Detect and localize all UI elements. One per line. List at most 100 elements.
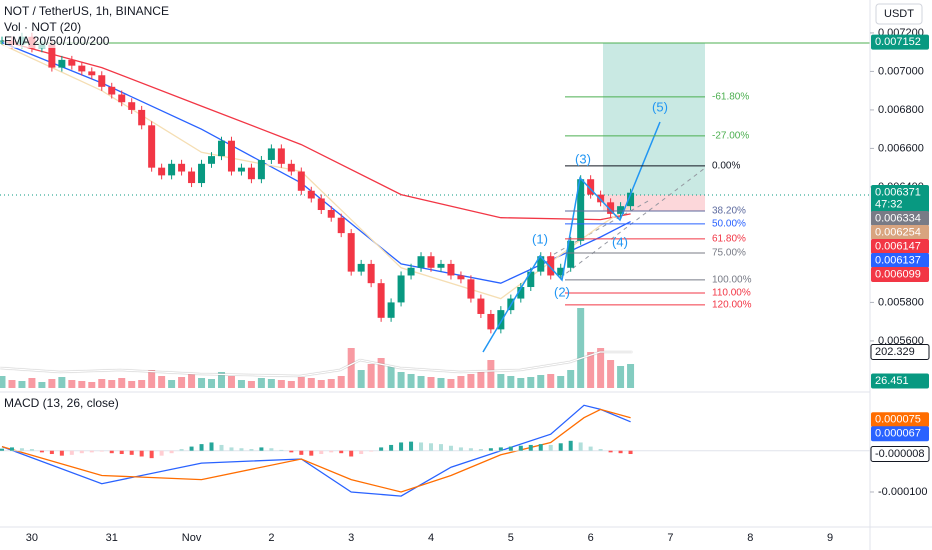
volume-label: 202.329 [875, 346, 915, 358]
candle [108, 86, 116, 95]
candle [247, 167, 255, 180]
volume-bar [168, 380, 176, 388]
macd-hist-bar [568, 440, 573, 451]
macd-hist-bar [189, 446, 194, 451]
volume-bar [467, 374, 475, 388]
macd-hist-bar [279, 449, 284, 451]
y-tick-label: 0.005800 [878, 296, 924, 308]
volume-bar [208, 379, 216, 388]
price-label-box [871, 252, 929, 268]
candle [188, 171, 196, 184]
macd-line [1, 404, 631, 497]
y-tick-label: 0.005600 [878, 335, 924, 347]
candle [168, 163, 176, 176]
volume-bar [437, 378, 445, 388]
candle [208, 156, 216, 164]
volume-label: 26.451 [875, 375, 909, 387]
macd-hist-bar [199, 444, 204, 451]
volume-bar [387, 366, 395, 388]
candle [158, 167, 166, 176]
macd-hist-bar [508, 446, 513, 451]
candle [277, 148, 285, 164]
volume-bar [118, 378, 126, 388]
volume-bar [257, 378, 265, 388]
volume-bar [198, 378, 206, 388]
volume-bar [247, 381, 255, 388]
macd-hist-bar [179, 449, 184, 451]
volume-bar [557, 376, 565, 388]
candle [297, 171, 305, 191]
price-label: 0.006147 [875, 240, 921, 252]
volume-bar [567, 370, 575, 388]
price-label-box [871, 210, 929, 226]
volume-bar [267, 379, 275, 388]
volume-bar [128, 381, 136, 388]
ema-line [1, 43, 631, 300]
candle [48, 44, 56, 68]
candle [377, 283, 385, 318]
candle [88, 71, 96, 76]
wave-label: (3) [575, 151, 591, 166]
x-tick-label: 7 [667, 532, 673, 544]
price-label: -0.000008 [875, 448, 925, 460]
candle [317, 198, 325, 211]
volume-indicator: Vol · NOT (20) [4, 20, 82, 34]
currency-button[interactable] [875, 3, 923, 25]
price-label-box [871, 34, 929, 50]
candle [437, 263, 445, 268]
price-label-box [871, 426, 929, 442]
macd-hist-bar [548, 444, 553, 451]
price-label-box [871, 184, 929, 213]
x-tick-label: 6 [588, 532, 594, 544]
currency[interactable]: USDT [884, 8, 914, 20]
macd-hist-bar [219, 444, 224, 451]
candle [417, 256, 425, 268]
volume-bar [38, 382, 46, 388]
macd-hist-bar [369, 450, 374, 452]
fib-label: -27.00% [712, 131, 749, 142]
x-tick-label: Nov [182, 532, 202, 544]
volume-bar [337, 376, 345, 388]
macd-hist-bar [39, 450, 44, 453]
macd-hist-bar [538, 444, 543, 451]
volume-bar [377, 358, 385, 388]
price-label: 0.000067 [875, 428, 921, 440]
volume-bar [537, 375, 545, 388]
macd-hist-bar [588, 446, 593, 451]
volume-bar [277, 380, 285, 388]
candle [78, 65, 86, 72]
macd-hist-bar [79, 450, 84, 454]
candle [257, 159, 265, 180]
candle [547, 256, 555, 276]
volume-bar [148, 370, 156, 388]
volume-bar [587, 352, 595, 388]
candle [397, 275, 405, 303]
wave-label: (1) [532, 231, 548, 246]
candle [148, 125, 156, 168]
volume-bar [367, 364, 375, 388]
macd-hist-bar [528, 444, 533, 451]
macd-hist-bar [468, 448, 473, 451]
volume-bar [547, 374, 555, 388]
x-tick-label: 8 [747, 532, 753, 544]
candle [387, 302, 395, 318]
ema-indicator: EMA 20/50/100/200 [4, 34, 110, 48]
price-label-box [871, 238, 929, 254]
symbol-title: NOT / TetherUS, 1h, BINANCE [4, 4, 169, 18]
volume-bar [98, 379, 106, 388]
candle [347, 233, 355, 272]
macd-hist-bar [129, 450, 134, 455]
candle [98, 75, 106, 87]
volume-bar [188, 374, 196, 388]
macd-hist-bar [269, 448, 274, 451]
volume-bar [427, 377, 435, 388]
fib-label: 38.20% [712, 206, 746, 217]
macd-hist-bar [229, 447, 234, 451]
candle [617, 206, 625, 214]
macd-hist-bar [69, 450, 74, 455]
volume-bar [347, 348, 355, 388]
volume-bar [158, 376, 166, 388]
macd-hist-bar [329, 450, 334, 453]
macd-hist-bar [289, 450, 294, 453]
fib-label: 100.00% [712, 275, 752, 286]
